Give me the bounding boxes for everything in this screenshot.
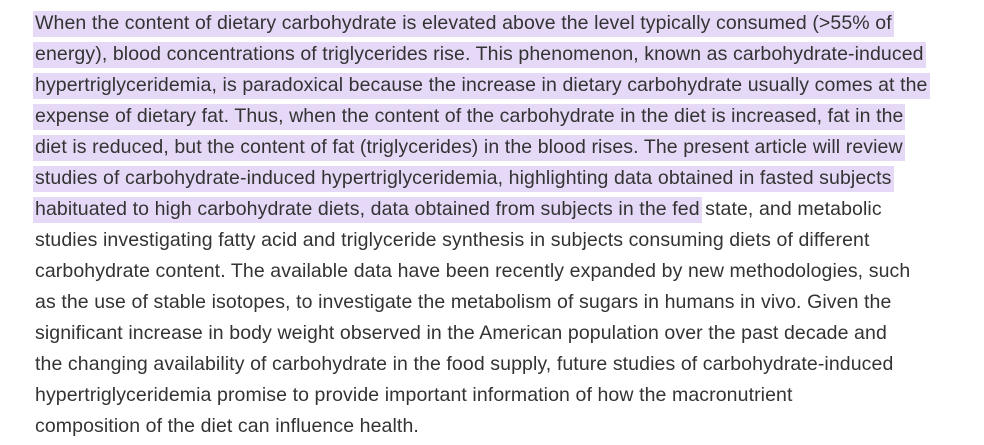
- text-segment: hypertriglyceridemia promise to provide …: [35, 384, 793, 406]
- text-line: expense of dietary fat. Thus, when the c…: [33, 101, 984, 132]
- highlighted-text-segment: energy), blood concentrations of triglyc…: [33, 42, 926, 68]
- text-line: hypertriglyceridemia, is paradoxical bec…: [33, 70, 984, 101]
- text-segment: as the use of stable isotopes, to invest…: [35, 291, 892, 313]
- text-line: diet is reduced, but the content of fat …: [33, 132, 984, 163]
- text-segment: carbohydrate content. The available data…: [35, 260, 911, 282]
- text-segment: composition of the diet can influence he…: [35, 415, 419, 437]
- text-line: significant increase in body weight obse…: [35, 318, 984, 349]
- highlighted-text-segment: studies of carbohydrate-induced hypertri…: [33, 166, 894, 192]
- text-line: When the content of dietary carbohydrate…: [33, 8, 984, 39]
- text-line: studies investigating fatty acid and tri…: [35, 225, 984, 256]
- highlighted-text-segment: expense of dietary fat. Thus, when the c…: [33, 104, 906, 130]
- text-line: composition of the diet can influence he…: [35, 411, 984, 442]
- highlighted-text-segment: When the content of dietary carbohydrate…: [33, 11, 894, 37]
- text-line: the changing availability of carbohydrat…: [35, 349, 984, 380]
- text-line: hypertriglyceridemia promise to provide …: [35, 380, 984, 411]
- text-line: habituated to high carbohydrate diets, d…: [33, 194, 984, 225]
- text-segment: state, and metabolic: [699, 198, 882, 220]
- text-line: as the use of stable isotopes, to invest…: [35, 287, 984, 318]
- highlighted-text-segment: hypertriglyceridemia, is paradoxical bec…: [33, 73, 930, 99]
- text-line: studies of carbohydrate-induced hypertri…: [33, 163, 984, 194]
- text-segment: the changing availability of carbohydrat…: [35, 353, 894, 375]
- text-segment: significant increase in body weight obse…: [35, 322, 887, 344]
- text-line: carbohydrate content. The available data…: [35, 256, 984, 287]
- highlighted-text-segment: diet is reduced, but the content of fat …: [33, 135, 905, 161]
- text-line: energy), blood concentrations of triglyc…: [33, 39, 984, 70]
- highlighted-text-segment: habituated to high carbohydrate diets, d…: [33, 197, 702, 223]
- text-segment: studies investigating fatty acid and tri…: [35, 229, 870, 251]
